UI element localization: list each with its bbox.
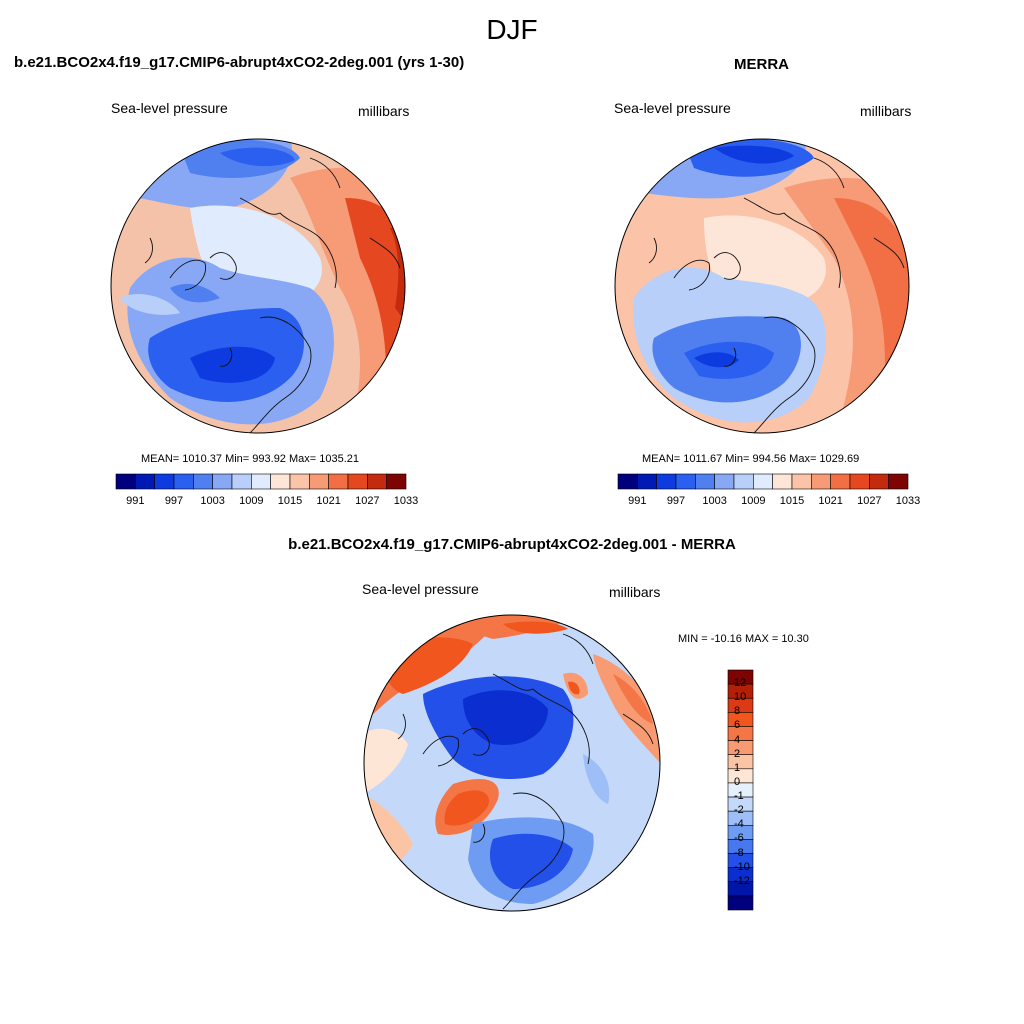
model-colorbar-swatch: [270, 473, 291, 490]
model-colorbar-tick-label: 1009: [239, 495, 264, 507]
merra-colorbar-swatch: [849, 473, 870, 490]
model-colorbar-swatch: [173, 473, 194, 490]
merra-colorbar-swatch: [830, 473, 851, 490]
model-colorbar-swatch: [289, 473, 310, 490]
merra-colorbar-swatch: [675, 473, 696, 490]
merra-variable-label: Sea-level pressure: [614, 100, 731, 116]
model-colorbar-tick-label: 1027: [355, 495, 380, 507]
model-colorbar-swatch: [386, 473, 407, 490]
merra-colorbar-swatch: [869, 473, 889, 490]
difference-slp-map: [363, 614, 661, 912]
model-units-label: millibars: [358, 103, 410, 119]
merra-colorbar-swatch: [617, 473, 638, 490]
merra-panel-title: MERRA: [734, 56, 789, 73]
merra-colorbar-swatch: [714, 473, 735, 490]
difference-colorbar-tick-label: 6: [734, 719, 741, 732]
merra-colorbar-tick-label: 1033: [895, 495, 921, 507]
merra-colorbar-swatch: [888, 473, 909, 490]
difference-colorbar-tick-label: -10: [734, 860, 750, 873]
model-colorbar-swatch: [309, 473, 329, 490]
merra-colorbar: [617, 473, 909, 490]
merra-colorbar-swatch: [753, 473, 773, 490]
difference-colorbar-tick-label: 0: [734, 775, 741, 788]
difference-colorbar-tick-label: -2: [734, 804, 744, 817]
model-colorbar-tick-label: 997: [164, 495, 184, 507]
merra-colorbar-tick-label: 997: [666, 495, 686, 507]
difference-colorbar-swatch: [727, 740, 754, 756]
model-colorbar-swatch: [212, 473, 233, 490]
difference-colorbar-tick-label: -1: [734, 790, 744, 803]
model-panel-title: b.e21.BCO2x4.f19_g17.CMIP6-abrupt4xCO2-2…: [14, 54, 465, 71]
merra-colorbar-tick-label: 1009: [741, 495, 766, 507]
merra-colorbar-tick-label: 1003: [702, 495, 727, 507]
model-colorbar-tick-label: 1021: [316, 495, 341, 507]
season-title: DJF: [486, 14, 538, 45]
difference-colorbar-swatch: [727, 726, 754, 741]
model-colorbar-swatch: [328, 473, 349, 490]
merra-colorbar-tick-label: 991: [628, 495, 647, 507]
difference-units-label: millibars: [609, 584, 661, 600]
merra-colorbar-swatch: [733, 473, 754, 490]
model-colorbar-swatch: [193, 473, 213, 490]
model-colorbar-swatch: [231, 473, 252, 490]
model-colorbar-swatch: [115, 473, 136, 490]
model-colorbar-tick-label: 1003: [200, 495, 225, 507]
model-colorbar-tick-label: 991: [126, 495, 145, 507]
model-colorbar-swatch: [135, 473, 155, 490]
model-colorbar: [115, 473, 407, 490]
difference-colorbar-tick-label: 10: [734, 691, 747, 704]
model-slp-map: [110, 138, 406, 434]
difference-colorbar-tick-label: 12: [734, 677, 747, 690]
merra-colorbar-swatch: [656, 473, 677, 490]
difference-colorbar-tick-label: -4: [734, 818, 744, 831]
difference-colorbar-tick-label: -12: [734, 874, 750, 887]
difference-colorbar: [727, 669, 754, 911]
difference-colorbar-tick-label: 4: [734, 733, 741, 746]
difference-colorbar-swatch: [727, 754, 754, 770]
difference-stats: MIN = -10.16 MAX = 10.30: [678, 633, 809, 645]
merra-units-label: millibars: [860, 103, 912, 119]
merra-colorbar-swatch: [695, 473, 715, 490]
model-variable-label: Sea-level pressure: [111, 100, 228, 116]
merra-stats: MEAN= 1011.67 Min= 994.56 Max= 1029.69: [642, 453, 860, 465]
merra-colorbar-tick-label: 1021: [818, 495, 843, 507]
model-colorbar-swatch: [347, 473, 368, 490]
model-colorbar-swatch: [154, 473, 175, 490]
model-stats: MEAN= 1010.37 Min= 993.92 Max= 1035.21: [141, 453, 360, 465]
difference-colorbar-swatch: [727, 768, 754, 784]
merra-colorbar-tick-label: 1015: [779, 495, 805, 507]
difference-colorbar-tick-label: 2: [734, 747, 741, 760]
difference-colorbar-swatch: [727, 712, 754, 727]
merra-colorbar-swatch: [637, 473, 657, 490]
merra-slp-map: [614, 138, 910, 434]
difference-colorbar-tick-label: -8: [734, 846, 744, 859]
difference-variable-label: Sea-level pressure: [362, 581, 479, 597]
merra-colorbar-swatch: [811, 473, 831, 490]
model-colorbar-swatch: [367, 473, 387, 490]
difference-colorbar-swatch: [727, 895, 754, 911]
merra-colorbar-swatch: [772, 473, 793, 490]
model-colorbar-swatch: [251, 473, 271, 490]
difference-colorbar-tick-label: -6: [734, 832, 744, 845]
model-colorbar-tick-label: 1033: [393, 495, 419, 507]
merra-colorbar-tick-label: 1027: [857, 495, 882, 507]
merra-colorbar-swatch: [791, 473, 812, 490]
difference-colorbar-tick-label: 1: [734, 761, 741, 774]
model-colorbar-tick-label: 1015: [277, 495, 303, 507]
difference-panel-title: b.e21.BCO2x4.f19_g17.CMIP6-abrupt4xCO2-2…: [288, 536, 736, 553]
difference-colorbar-tick-label: 8: [734, 705, 741, 718]
